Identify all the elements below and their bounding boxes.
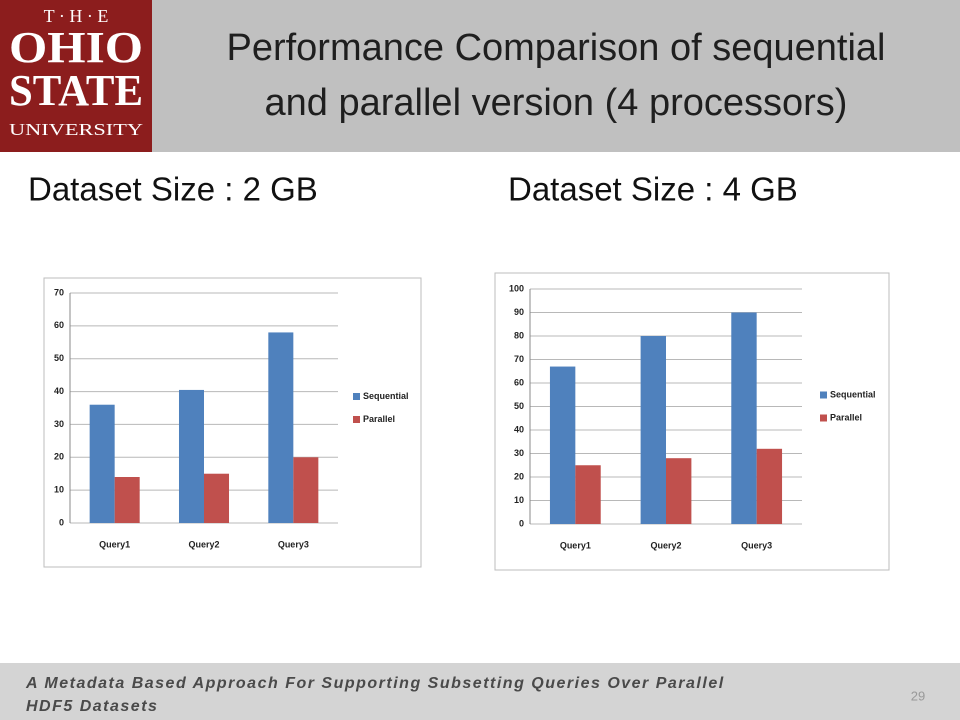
bar bbox=[731, 312, 757, 524]
logo-text: OHIO bbox=[9, 23, 143, 72]
bar bbox=[293, 457, 319, 523]
y-tick-label: 70 bbox=[514, 354, 524, 364]
legend-label: Sequential bbox=[830, 389, 876, 399]
y-tick-label: 80 bbox=[514, 330, 524, 340]
bar bbox=[89, 404, 115, 523]
legend-swatch bbox=[353, 416, 360, 423]
bar bbox=[268, 332, 294, 523]
legend-swatch bbox=[353, 393, 360, 400]
bar bbox=[666, 458, 692, 524]
y-tick-label: 60 bbox=[514, 377, 524, 387]
legend-swatch bbox=[820, 414, 827, 422]
y-tick-label: 30 bbox=[514, 448, 524, 458]
legend-label: Parallel bbox=[363, 414, 395, 424]
logo-text: T · H · E bbox=[44, 6, 109, 26]
header-bar bbox=[0, 0, 960, 152]
bar bbox=[575, 465, 601, 524]
y-tick-label: 20 bbox=[54, 452, 64, 462]
logo-text: UNIVERSITY bbox=[9, 120, 143, 139]
y-tick-label: 0 bbox=[519, 518, 524, 528]
y-tick-label: 50 bbox=[54, 353, 64, 363]
y-tick-label: 40 bbox=[54, 386, 64, 396]
caption: Dataset Size : 4 GB bbox=[508, 171, 798, 208]
logo-text: STATE bbox=[9, 66, 143, 115]
legend-swatch bbox=[820, 391, 827, 399]
y-tick-label: 100 bbox=[509, 283, 524, 293]
footer-bar bbox=[0, 663, 960, 720]
bar bbox=[756, 448, 783, 524]
caption: Dataset Size : 2 GB bbox=[28, 171, 318, 208]
footer-text: A Metadata Based Approach For Supporting… bbox=[25, 675, 725, 692]
y-tick-label: 20 bbox=[514, 471, 524, 481]
slide-title: and parallel version (4 processors) bbox=[265, 82, 848, 124]
slide-title: Performance Comparison of sequential bbox=[226, 27, 885, 69]
x-tick-label: Query3 bbox=[741, 540, 772, 550]
x-tick-label: Query1 bbox=[99, 539, 130, 549]
x-tick-label: Query2 bbox=[188, 539, 219, 549]
y-tick-label: 70 bbox=[54, 287, 64, 297]
y-tick-label: 0 bbox=[59, 517, 64, 527]
y-tick-label: 50 bbox=[514, 401, 524, 411]
legend-label: Parallel bbox=[830, 412, 862, 422]
bar bbox=[549, 366, 576, 524]
logo-box bbox=[0, 0, 152, 152]
bar bbox=[114, 477, 140, 523]
x-tick-label: Query1 bbox=[560, 540, 591, 550]
x-tick-label: Query3 bbox=[278, 539, 309, 549]
page-number: 29 bbox=[911, 688, 925, 703]
footer-text: HDF5 Datasets bbox=[26, 698, 158, 715]
y-tick-label: 30 bbox=[54, 419, 64, 429]
y-tick-label: 10 bbox=[514, 495, 524, 505]
legend-label: Sequential bbox=[363, 391, 409, 401]
y-tick-label: 40 bbox=[514, 424, 524, 434]
bar bbox=[178, 389, 204, 523]
y-tick-label: 60 bbox=[54, 320, 64, 330]
bar bbox=[204, 473, 230, 523]
bar bbox=[640, 336, 666, 524]
y-tick-label: 90 bbox=[514, 307, 524, 317]
x-tick-label: Query2 bbox=[650, 540, 681, 550]
y-tick-label: 10 bbox=[54, 485, 64, 495]
